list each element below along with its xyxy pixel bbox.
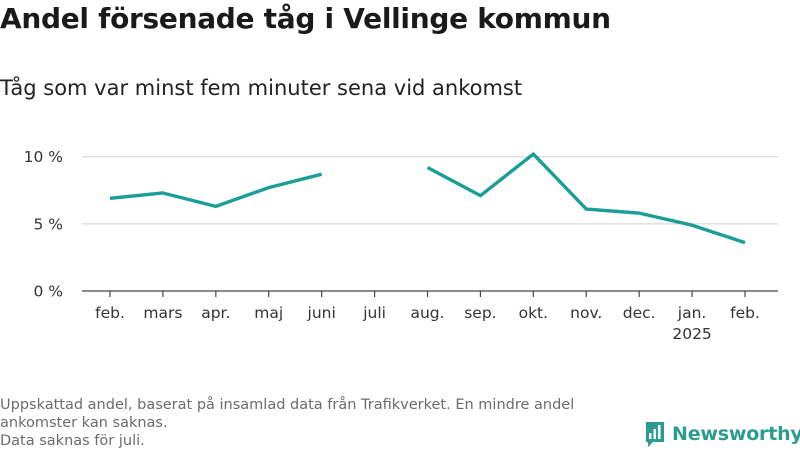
x-tick-label: juni — [307, 304, 336, 322]
footnote-line: ankomster kan saknas. — [0, 415, 168, 431]
newsworthy-logo: Newsworthy — [644, 420, 800, 448]
x-tick-label: feb. — [95, 304, 125, 322]
brand-name: Newsworthy — [672, 423, 800, 445]
x-tick-label: jan. — [677, 304, 707, 322]
y-tick-label: 5 % — [33, 215, 63, 233]
x-tick-label: aug. — [410, 304, 444, 322]
footnote: Uppskattad andel, baserat på insamlad da… — [0, 396, 630, 450]
y-tick-label: 10 % — [24, 148, 63, 166]
series-line — [426, 152, 746, 245]
newsworthy-bar-icon — [646, 422, 664, 447]
x-tick-label: maj — [254, 304, 283, 322]
x-tick-label: juli — [362, 304, 386, 322]
x-tick-label: dec. — [623, 304, 656, 322]
y-tick-label: 0 % — [33, 283, 63, 301]
footnote-line: Data saknas för juli. — [0, 433, 145, 449]
x-tick-label: mars — [143, 304, 182, 322]
x-tick-label: okt. — [519, 304, 548, 322]
series-line — [109, 172, 323, 209]
chart-title: Andel försenade tåg i Vellinge kommun — [0, 2, 611, 35]
x-tick-sublabel: 2025 — [672, 325, 711, 343]
footnote-line: Uppskattad andel, baserat på insamlad da… — [0, 397, 575, 413]
x-tick-label: feb. — [730, 304, 760, 322]
chart-subtitle: Tåg som var minst fem minuter sena vid a… — [0, 76, 523, 100]
x-tick-label: sep. — [464, 304, 496, 322]
x-tick-label: apr. — [201, 304, 230, 322]
x-tick-label: nov. — [570, 304, 602, 322]
